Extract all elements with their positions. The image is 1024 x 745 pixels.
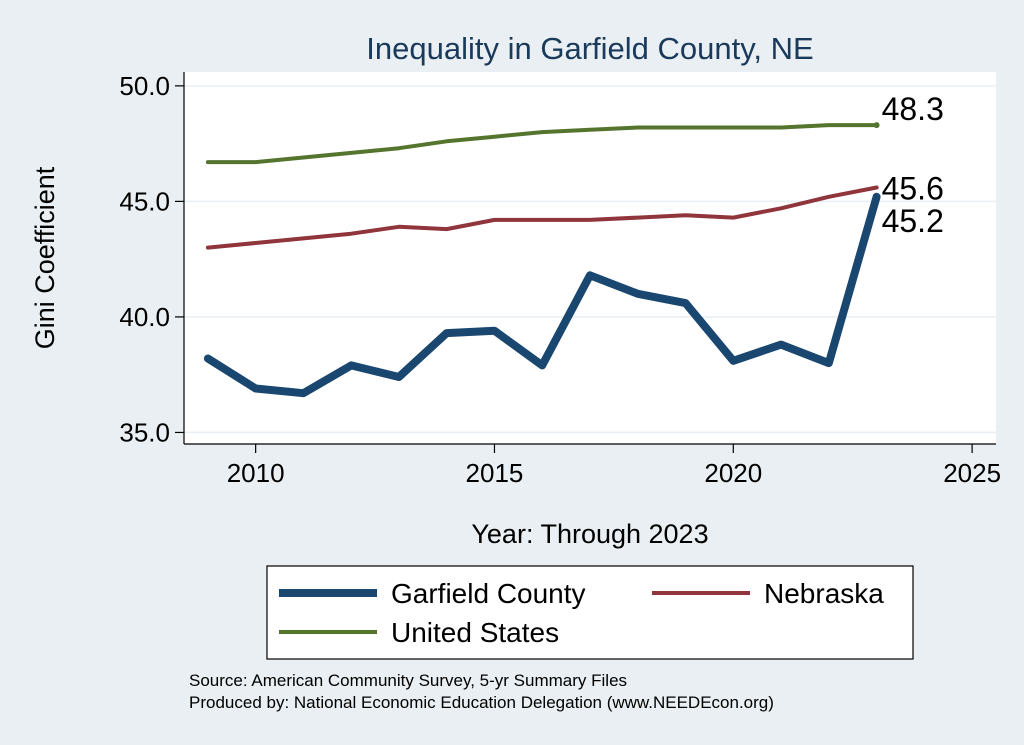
series-line-garfield-county (203, 192, 881, 398)
end-label-nebraska: 45.6 (882, 171, 944, 207)
x-tick-label-2020: 2020 (704, 458, 762, 488)
y-axis-ticks: 35.0 40.0 45.0 50.0 (119, 71, 184, 447)
series-line-united-states (205, 123, 879, 165)
legend-box (266, 565, 914, 660)
x-tick-label-2015: 2015 (466, 458, 524, 488)
x-axis-title: Year: Through 2023 (471, 519, 708, 549)
y-axis-title: Gini Coefficient (30, 166, 60, 349)
y-tick-label-35: 35.0 (119, 417, 170, 447)
x-tick-label-2010: 2010 (227, 458, 285, 488)
end-label-united-states: 48.3 (882, 91, 944, 127)
chart-title: Inequality in Garfield County, NE (366, 31, 813, 66)
y-tick-label-45: 45.0 (119, 186, 170, 216)
legend-label-united-states: United States (391, 617, 559, 648)
end-label-garfield-county: 45.2 (882, 203, 944, 239)
series-end-point-united-states (873, 122, 880, 129)
x-axis-ticks: 2010 2015 2020 2025 (227, 444, 1001, 488)
x-tick-label-2025: 2025 (943, 458, 1001, 488)
legend-label-garfield-county: Garfield County (391, 578, 586, 609)
series-layer: 48.3 45.645.2 (203, 91, 944, 398)
legend: Garfield County Nebraska United States (266, 565, 914, 660)
gridlines (184, 85, 996, 434)
legend-label-nebraska: Nebraska (764, 578, 884, 609)
source-note: Source: American Community Survey, 5-yr … (189, 671, 627, 690)
y-tick-label-40: 40.0 (119, 302, 170, 332)
y-tick-label-50: 50.0 (119, 71, 170, 101)
producer-note: Produced by: National Economic Education… (189, 693, 774, 712)
series-line-nebraska (205, 185, 879, 250)
